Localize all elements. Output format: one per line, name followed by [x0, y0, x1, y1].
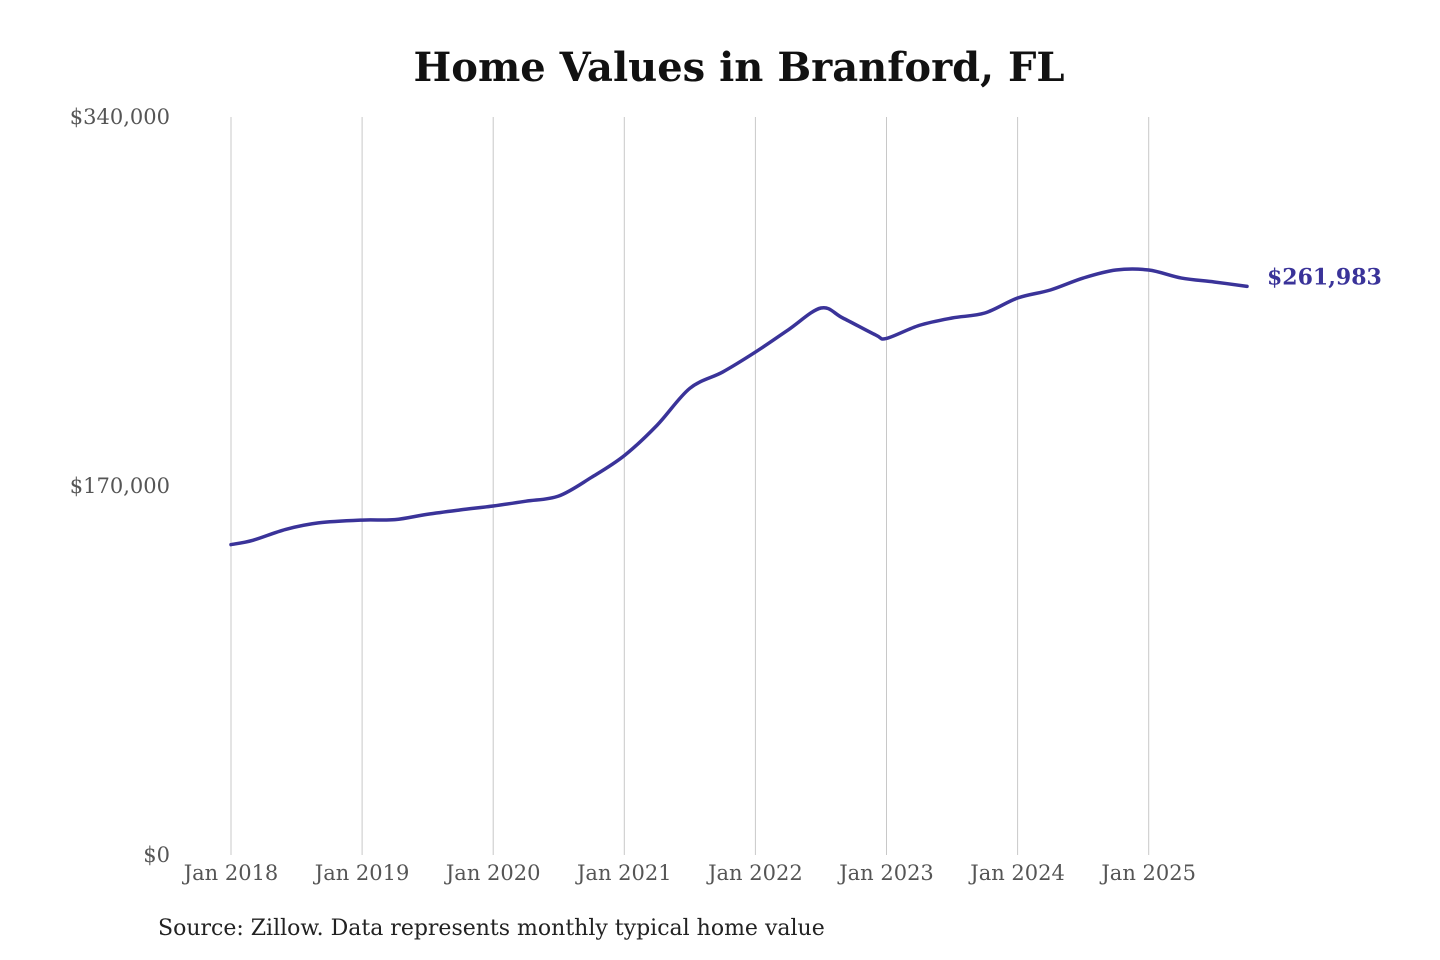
x-tick-label: Jan 2019 [313, 861, 410, 885]
x-tick-label: Jan 2023 [837, 861, 934, 885]
x-tick-label: Jan 2020 [444, 861, 541, 885]
end-value-label: $261,983 [1267, 264, 1382, 290]
x-tick-label: Jan 2022 [706, 861, 803, 885]
y-tick-label: $170,000 [70, 474, 170, 498]
x-tick-label: Jan 2018 [182, 861, 279, 885]
x-tick-label: Jan 2025 [1099, 861, 1196, 885]
chart-title: Home Values in Branford, FL [413, 44, 1065, 91]
x-tick-label: Jan 2021 [575, 861, 672, 885]
y-tick-label: $340,000 [70, 105, 170, 129]
y-tick-label: $0 [143, 843, 170, 867]
x-tick-label: Jan 2024 [968, 861, 1065, 885]
series-line [229, 267, 1249, 547]
source-note: Source: Zillow. Data represents monthly … [158, 916, 825, 941]
